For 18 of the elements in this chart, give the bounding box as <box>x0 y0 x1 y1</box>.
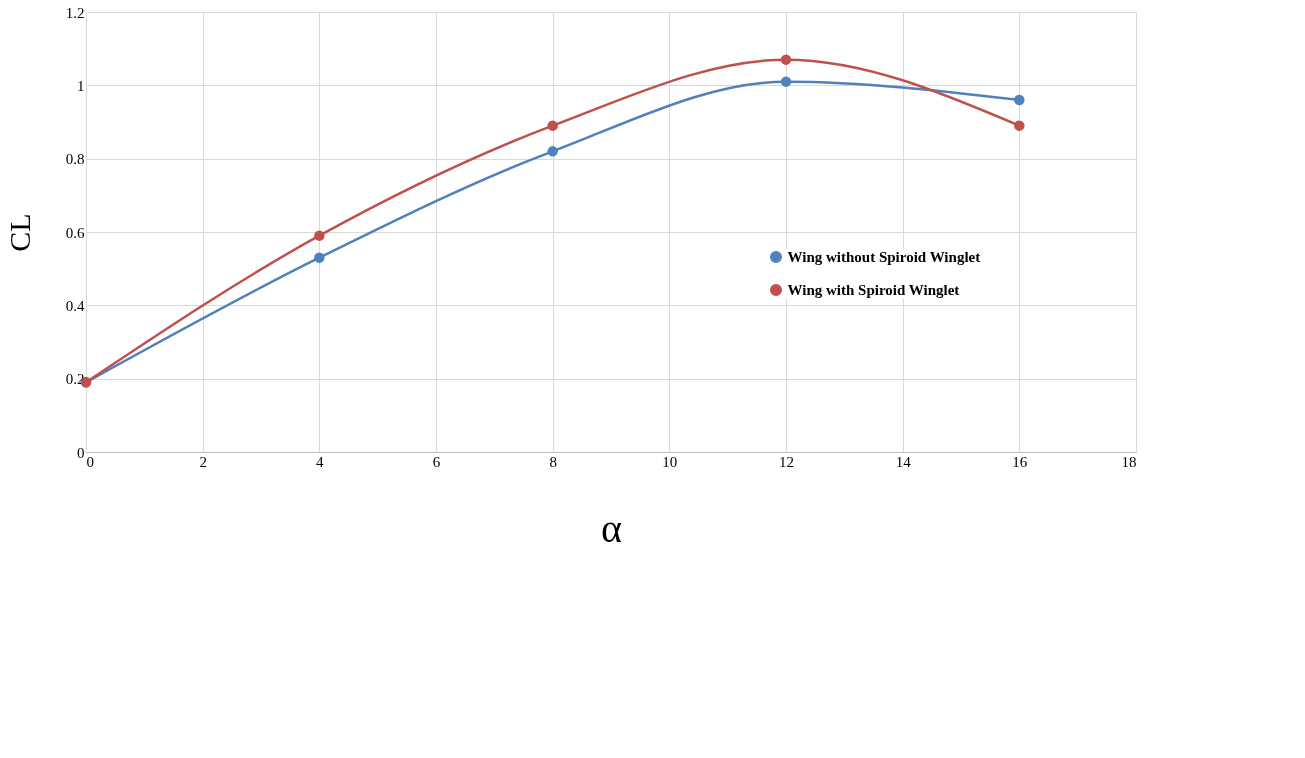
y-tick-label: 1 <box>77 77 85 94</box>
x-axis-title: α <box>601 505 623 551</box>
y-tick-label: 0.8 <box>65 151 85 168</box>
x-tick-label: 4 <box>316 453 325 470</box>
legend-label: Wing with Spiroid Winglet <box>787 282 960 299</box>
y-tick-label: 0.4 <box>65 297 85 314</box>
x-tick-label: 8 <box>549 453 557 470</box>
x-tick-label: 2 <box>199 453 207 470</box>
x-tick-label: 14 <box>895 453 912 470</box>
x-tick-label: 18 <box>1121 453 1137 470</box>
x-tick-label: 16 <box>1012 453 1028 470</box>
x-tick-label: 12 <box>779 453 794 470</box>
legend-label: Wing without Spiroid Winglet <box>787 249 981 266</box>
y-tick-label: 0.6 <box>65 224 85 241</box>
x-tick-label: 10 <box>662 453 678 470</box>
x-tick-label: 6 <box>432 453 441 470</box>
y-tick-label: 1.2 <box>65 4 85 21</box>
y-axis-title: CL <box>2 213 36 252</box>
